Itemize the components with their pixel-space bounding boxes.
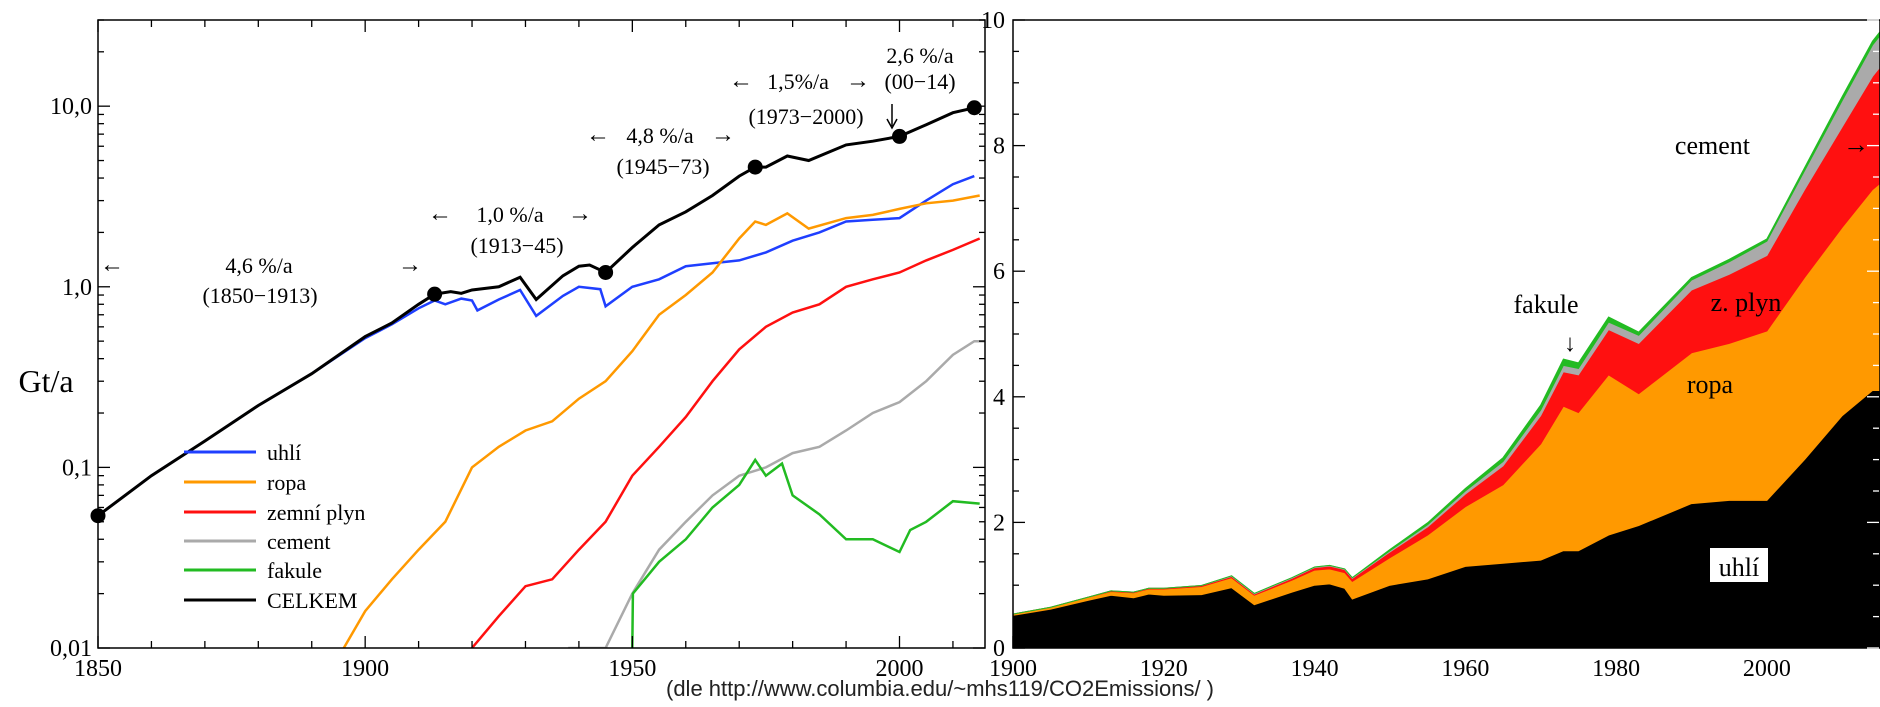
right-stacked-areas: [1012, 30, 1880, 649]
y-tick-label: 8: [993, 134, 1005, 160]
annotation-down-arrow-head: [886, 118, 898, 130]
annotation-period: (1913−45): [470, 233, 563, 258]
annotation-period: (1945−73): [616, 154, 709, 179]
y-tick-label: 10,0: [50, 94, 92, 120]
annotation-rate: 2,6 %/a: [886, 43, 953, 68]
label-fakule: fakule ↓: [1514, 290, 1579, 357]
annotation-rate: 4,8 %/a: [626, 123, 693, 148]
growth-marker-4: [892, 128, 908, 144]
annotation-rate: 1,0 %/a: [476, 202, 543, 227]
x-tick-label: 1960: [1441, 656, 1489, 682]
annotation-period: (00−14): [884, 69, 955, 94]
legend-label-fakule: fakule: [267, 558, 322, 583]
annotation-1850-1913: ← 4,6 %/a → (1850−1913): [100, 252, 422, 308]
x-tick-label: 1850: [74, 656, 122, 682]
annotation-rate: 4,6 %/a: [225, 253, 292, 278]
area-label-uhli: uhlí: [1719, 553, 1759, 582]
annotation-arrow-right: →: [568, 201, 592, 227]
y-tick-label: 0,01: [50, 636, 92, 662]
area-arrow-fakule: ↓: [1564, 331, 1576, 357]
source-note: (dle http://www.columbia.edu/~mhs119/CO2…: [666, 676, 1214, 701]
right-axis-ticks: 1900 1920 1940 1960 1980 2000 0 2 4 6 8 10: [981, 8, 1880, 682]
series-line-uhli: [98, 174, 975, 517]
y-tick-label: 0: [993, 636, 1005, 662]
left-y-axis-label: Gt/a: [18, 363, 73, 399]
y-tick-label: 4: [993, 385, 1005, 411]
left-series-lines: [98, 106, 985, 648]
area-arrow-cement: →: [1843, 130, 1869, 159]
annotation-rate: 1,5%/a: [767, 69, 829, 94]
annotation-period: (1850−1913): [202, 283, 317, 308]
y-tick-label: 10: [981, 8, 1005, 34]
x-tick-label: 1900: [989, 656, 1037, 682]
left-legend: uhlí ropa zemní plyn cement fakule CELKE…: [184, 440, 365, 613]
growth-marker-2: [598, 264, 614, 280]
area-label-uhli-box: [1710, 548, 1768, 582]
x-tick-label: 1920: [1140, 656, 1188, 682]
growth-marker-3: [747, 159, 763, 175]
legend-label-celkem: CELKEM: [267, 588, 357, 613]
series-line-celkem: [98, 106, 975, 517]
x-tick-label: 2000: [1743, 656, 1791, 682]
label-cement: cement →: [1675, 130, 1869, 160]
annotation-arrow-left: ←: [586, 122, 610, 148]
area-label-zemni-plyn: z. plyn: [1711, 288, 1782, 317]
x-tick-label: 1950: [608, 656, 656, 682]
annotation-arrow-right: →: [398, 252, 422, 278]
left-markers: [90, 100, 982, 524]
area-label-fakule: fakule: [1514, 290, 1579, 319]
annotation-period: (1973−2000): [748, 104, 863, 129]
legend-label-uhli: uhlí: [267, 440, 301, 465]
area-fakule: [1012, 30, 1880, 615]
series-line-fakule: [631, 457, 980, 648]
annotation-1973-2000: ← 1,5%/a → (1973−2000): [729, 68, 898, 130]
legend-label-zemni-plyn: zemní plyn: [267, 500, 365, 525]
legend-label-cement: cement: [267, 529, 331, 554]
right-stacked-area-chart: 1900 1920 1940 1960 1980 2000 0 2 4 6 8 10 cement →…: [981, 8, 1880, 682]
series-line-zemni_plyn: [471, 237, 981, 648]
left-plot-frame: [97, 19, 986, 649]
y-tick-label: 6: [993, 259, 1005, 285]
growth-marker-1: [427, 286, 443, 302]
left-axis-ticks: 1850 1900 1950 2000 0,01 0,1 1,0 10,0: [50, 19, 985, 682]
x-tick-label: 2000: [876, 656, 924, 682]
annotation-arrow-right: →: [846, 68, 870, 94]
area-label-ropa: ropa: [1687, 370, 1734, 399]
y-tick-label: 1,0: [62, 275, 92, 301]
x-tick-label: 1940: [1291, 656, 1339, 682]
series-line-ropa: [342, 194, 980, 648]
series-line-cement: [568, 339, 985, 648]
annotation-1913-1945: ← 1,0 %/a → (1913−45): [428, 201, 592, 258]
area-label-cement: cement: [1675, 131, 1751, 160]
annotation-2000-2014: 2,6 %/a (00−14): [884, 43, 955, 94]
growth-marker-5: [966, 100, 982, 116]
annotation-arrow-left: ←: [428, 201, 452, 227]
y-tick-label: 0,1: [62, 455, 92, 481]
x-tick-label: 1900: [341, 656, 389, 682]
annotation-arrow-left: ←: [100, 252, 124, 278]
x-tick-label: 1980: [1592, 656, 1640, 682]
y-tick-label: 2: [993, 510, 1005, 536]
annotation-1945-1973: ← 4,8 %/a → (1945−73): [586, 122, 735, 179]
annotation-arrow-left: ←: [729, 68, 753, 94]
annotation-arrow-right: →: [711, 122, 735, 148]
legend-label-ropa: ropa: [267, 470, 306, 495]
left-line-chart: 1850 1900 1950 2000 0,01 0,1 1,0 10,0 Gt/a ← 4,…: [18, 19, 986, 682]
